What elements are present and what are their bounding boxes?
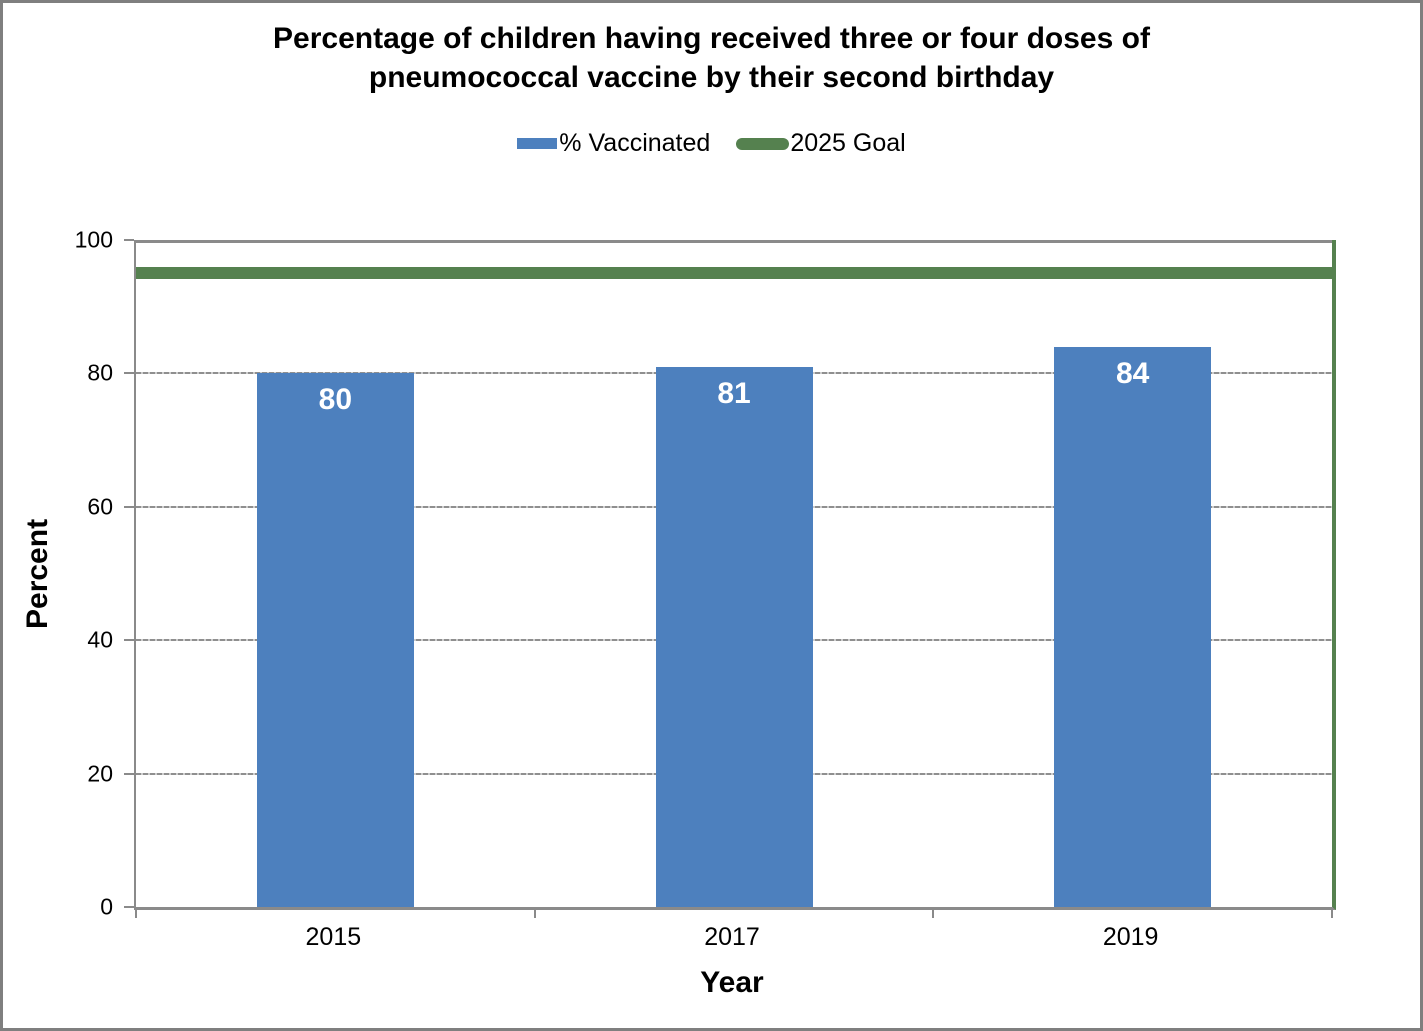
legend-label-goal: 2025 Goal <box>790 129 906 157</box>
legend-item-vaccinated: % Vaccinated <box>517 129 710 158</box>
legend-item-goal: 2025 Goal <box>736 129 906 158</box>
legend-swatch-vaccinated <box>517 138 558 149</box>
y-tick-mark-0 <box>124 906 134 908</box>
chart-title-line-2: pneumococcal vaccine by their second bir… <box>368 61 1055 94</box>
y-tick-label-40: 40 <box>87 626 113 653</box>
bar-value-label-2015: 80 <box>318 383 353 417</box>
legend-swatch-goal <box>736 137 790 150</box>
legend: % Vaccinated 2025 Goal <box>3 129 1420 158</box>
y-tick-mark-80 <box>124 372 134 375</box>
y-tick-mark-60 <box>124 505 134 508</box>
x-tick-mark-1 <box>533 907 536 918</box>
y-tick-label-60: 60 <box>87 493 113 520</box>
x-axis-title: Year <box>700 966 764 999</box>
x-tick-mark-2 <box>932 907 935 918</box>
y-tick-label-100: 100 <box>74 226 113 253</box>
x-tick-mark-0 <box>135 907 137 918</box>
y-tick-label-0: 0 <box>100 893 113 920</box>
legend-label-vaccinated: % Vaccinated <box>559 129 711 157</box>
bar-2015: 80 <box>256 373 414 907</box>
bar-value-label-2019: 84 <box>1115 356 1150 390</box>
bar-2017: 81 <box>655 366 813 907</box>
goal-line <box>136 267 1336 280</box>
gridline-100 <box>136 240 1332 243</box>
x-axis-labels: 2015 2017 2019 <box>134 923 1330 953</box>
y-tick-mark-100 <box>124 239 134 241</box>
plot-area: 80 81 84 <box>124 239 1336 918</box>
y-tick-mark-40 <box>124 639 134 642</box>
y-tick-label-80: 80 <box>87 359 113 386</box>
x-tick-label-2015: 2015 <box>305 923 362 951</box>
x-tick-label-2017: 2017 <box>704 923 760 951</box>
y-tick-label-20: 20 <box>87 760 113 787</box>
y-axis-labels: 0 20 40 60 80 100 <box>3 227 113 920</box>
x-tick-mark-3 <box>1331 907 1333 918</box>
bar-2019: 84 <box>1054 346 1212 907</box>
y-tick-mark-20 <box>124 772 134 775</box>
chart-title: Percentage of children having received t… <box>3 19 1420 97</box>
chart-title-line-1: Percentage of children having received t… <box>273 22 1150 55</box>
bar-value-label-2017: 81 <box>717 376 751 410</box>
x-tick-label-2019: 2019 <box>1102 923 1159 951</box>
